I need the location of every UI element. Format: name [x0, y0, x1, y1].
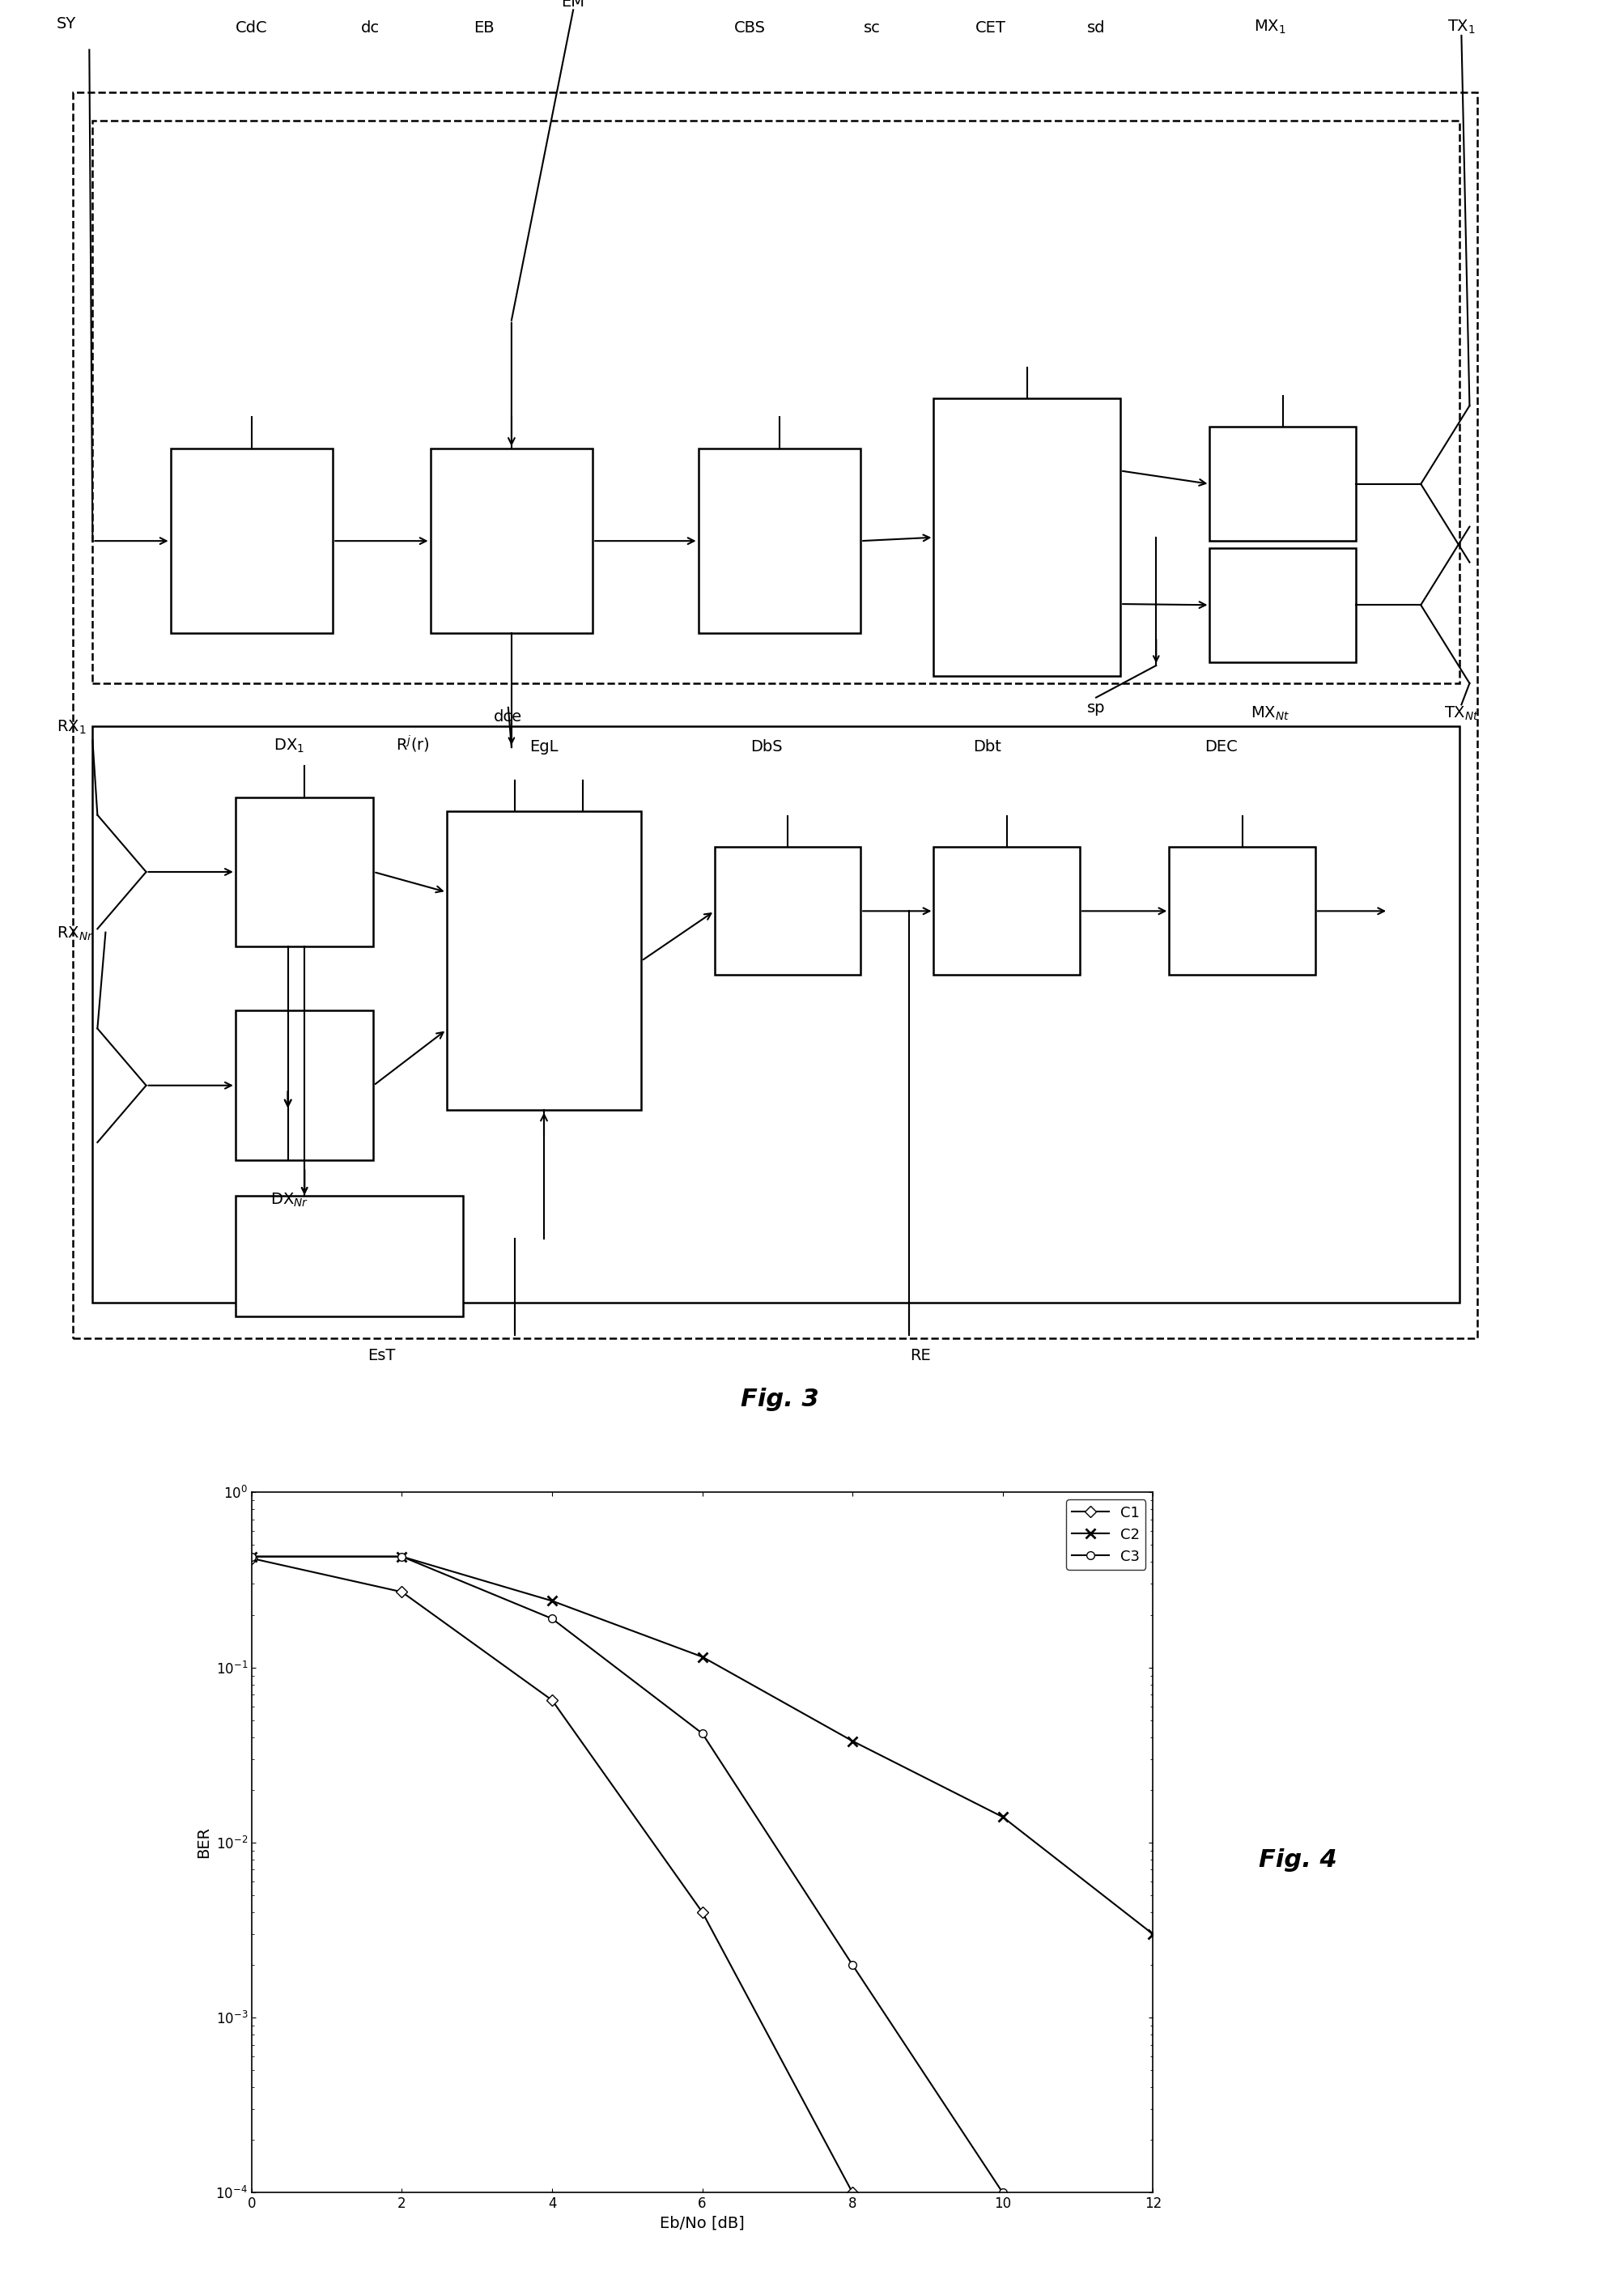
Bar	[235, 1196, 463, 1316]
Bar	[933, 400, 1120, 675]
Text: DX$_1$: DX$_1$	[274, 737, 304, 755]
Text: EB: EB	[474, 21, 493, 37]
Text: DX$_{Nr}$: DX$_{Nr}$	[269, 1192, 308, 1208]
Text: CdC: CdC	[235, 21, 268, 37]
C2	[542, 1587, 562, 1614]
Bar	[1209, 549, 1355, 661]
Text: MX$_{Nt}$: MX$_{Nt}$	[1250, 705, 1289, 721]
Bar	[73, 92, 1477, 1339]
Bar	[235, 797, 373, 946]
C3	[393, 1543, 412, 1570]
Bar	[446, 810, 641, 1111]
C2	[691, 1644, 711, 1671]
C1	[393, 1577, 412, 1605]
Bar	[93, 122, 1459, 684]
C1	[542, 1688, 562, 1715]
Text: Fig. 4: Fig. 4	[1258, 1848, 1336, 1871]
Text: sc: sc	[863, 21, 880, 37]
C2	[1143, 1919, 1162, 1947]
Bar	[714, 847, 860, 976]
Line: C1: C1	[248, 1554, 855, 2197]
Legend: C1, C2, C3: C1, C2, C3	[1066, 1499, 1144, 1570]
Text: MX$_1$: MX$_1$	[1253, 18, 1285, 37]
Text: CBS: CBS	[734, 21, 766, 37]
Bar	[170, 448, 333, 634]
C3	[542, 1605, 562, 1632]
C3	[993, 2179, 1013, 2206]
Bar	[698, 448, 860, 634]
Text: Fig. 3: Fig. 3	[740, 1387, 818, 1412]
Bar	[1169, 847, 1315, 976]
Bar	[1209, 427, 1355, 542]
Text: CET: CET	[975, 21, 1005, 37]
C3	[691, 1720, 711, 1747]
Text: DEC: DEC	[1204, 739, 1237, 755]
Text: RX$_{Nr}$: RX$_{Nr}$	[57, 925, 94, 944]
Text: TX$_1$: TX$_1$	[1446, 18, 1475, 37]
Text: EgL: EgL	[529, 739, 558, 755]
Line: C2: C2	[247, 1552, 1157, 1940]
C1	[242, 1545, 261, 1573]
Text: sp: sp	[1086, 700, 1105, 716]
Text: EsT: EsT	[367, 1348, 396, 1364]
Text: dce: dce	[493, 709, 523, 723]
X-axis label: Eb/No [dB]: Eb/No [dB]	[659, 2216, 745, 2232]
Text: R$^j$(r): R$^j$(r)	[396, 735, 428, 755]
Bar	[430, 448, 592, 634]
Text: RX$_1$: RX$_1$	[57, 719, 86, 737]
Text: TX$_{Nt}$: TX$_{Nt}$	[1443, 705, 1479, 721]
C2	[993, 1802, 1013, 1830]
Text: SY: SY	[57, 16, 76, 32]
Text: RE: RE	[911, 1348, 930, 1364]
Text: EM: EM	[562, 0, 584, 9]
C3	[842, 1952, 862, 1979]
C1	[842, 2179, 862, 2206]
Text: DbS: DbS	[750, 739, 782, 755]
C2	[842, 1727, 862, 1754]
Bar	[93, 726, 1459, 1302]
C3	[242, 1543, 261, 1570]
Text: sd: sd	[1086, 21, 1105, 37]
C1	[691, 1899, 711, 1926]
Text: Dbt: Dbt	[972, 739, 1001, 755]
Line: C3: C3	[248, 1552, 1006, 2197]
Y-axis label: BER: BER	[196, 1828, 211, 1857]
Bar	[933, 847, 1079, 976]
C2	[393, 1543, 412, 1570]
Text: dc: dc	[360, 21, 380, 37]
Bar	[235, 1010, 373, 1159]
C2	[242, 1543, 261, 1570]
